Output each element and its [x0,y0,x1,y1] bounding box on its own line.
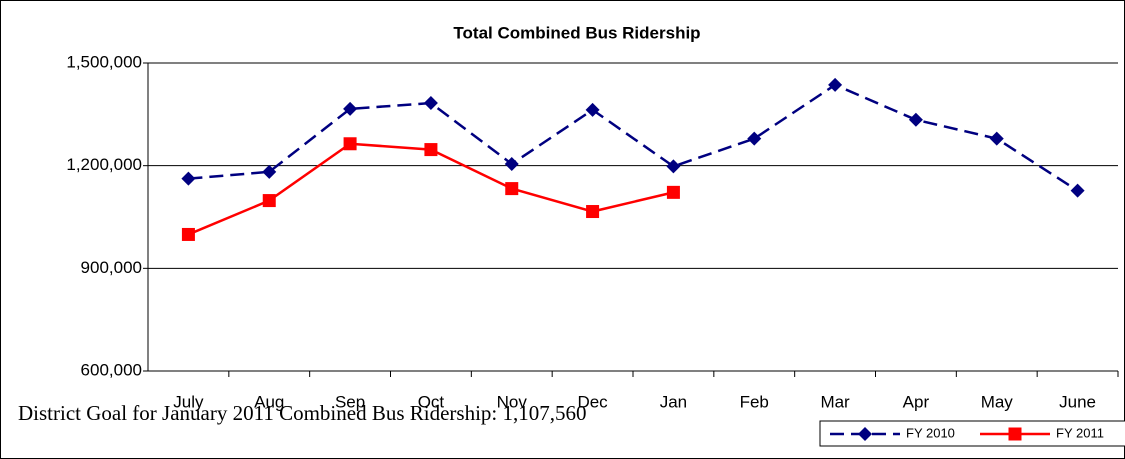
y-tick-label: 600,000 [81,360,142,379]
point [181,227,195,241]
y-tick-label: 1,500,000 [66,52,142,71]
point [858,427,872,441]
x-tick-label: Mar [820,392,850,411]
point [666,185,680,199]
point [586,205,600,219]
point [666,159,681,174]
annotation: District Goal for January 2011 Combined … [18,401,587,425]
point [504,156,519,171]
point [343,101,358,116]
x-tick-label: Sep [335,392,365,411]
point [262,164,277,179]
legend-label: FY 2011 [1056,425,1104,440]
point [505,182,519,196]
point [908,112,923,127]
y-tick-label: 1,200,000 [66,155,142,174]
x-tick-label: Nov [497,392,528,411]
x-tick-label: Aug [254,392,284,411]
point [181,171,196,186]
point [747,131,762,146]
chart-title: Total Combined Bus Ridership [453,23,700,42]
x-tick-label: Feb [740,392,769,411]
x-tick-label: Apr [903,392,930,411]
point [1008,427,1022,441]
y-tick-label: 900,000 [81,258,142,277]
point [989,131,1004,146]
x-tick-label: July [173,392,204,411]
plot-area [148,63,1118,371]
point [828,77,843,92]
x-tick-label: Jan [660,392,687,411]
x-tick-label: May [981,392,1014,411]
point [1070,183,1085,198]
point [585,102,600,117]
point [262,194,276,208]
point [423,96,438,111]
x-tick-label: Oct [418,392,445,411]
point [343,137,357,151]
x-tick-label: Dec [577,392,608,411]
legend-label: FY 2010 [906,425,955,440]
x-tick-label: June [1059,392,1096,411]
point [424,143,438,157]
series-line [188,83,1079,192]
